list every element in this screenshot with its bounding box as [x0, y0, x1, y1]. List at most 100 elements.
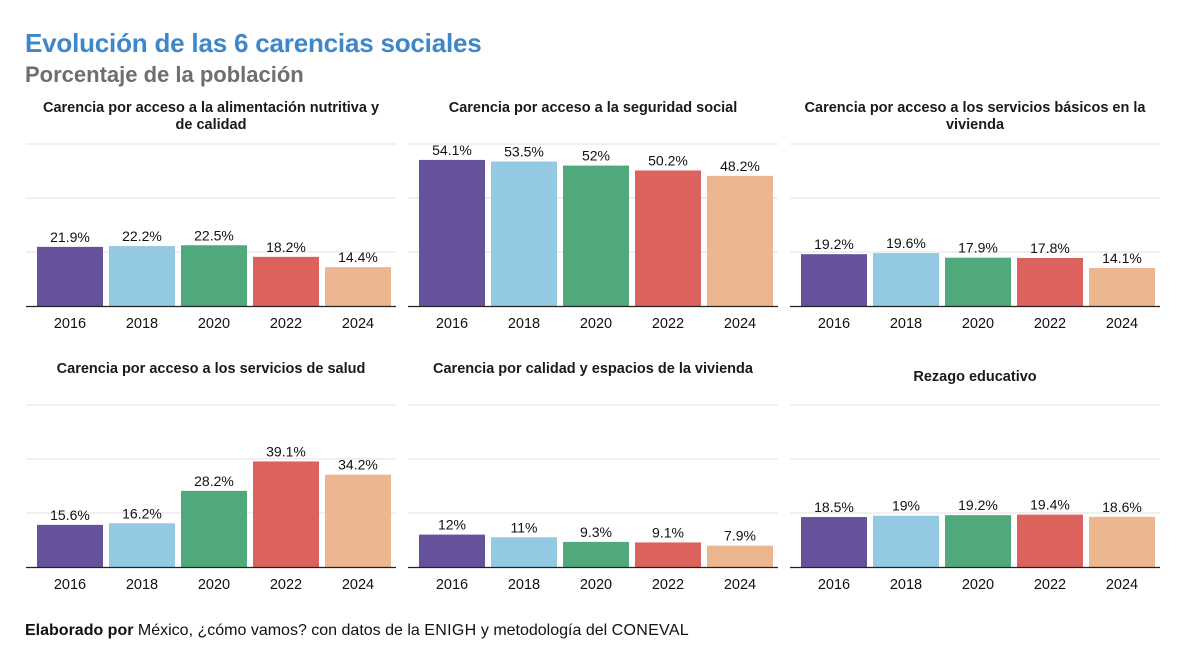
bar-2022 [635, 170, 701, 306]
data-label: 39.1% [266, 443, 306, 459]
bar-2020 [945, 257, 1011, 306]
footer-org: México, ¿cómo vamos? con datos de la [133, 622, 425, 639]
bar-2018 [491, 161, 557, 306]
x-tick-label: 2022 [652, 316, 684, 332]
panel-rezago-educativo: 18.5% 2016 19% 2018 19.2% 2020 19.4% 2022 18.6% 2… [790, 359, 1160, 609]
panel-title: Carencia por acceso a los servicios de s… [56, 361, 366, 377]
bar-2024 [1089, 267, 1155, 306]
data-label: 18.2% [266, 239, 306, 255]
bar-2016 [801, 254, 867, 306]
data-label: 50.2% [648, 152, 688, 168]
footer-credits: Elaborado por México, ¿cómo vamos? con d… [25, 622, 689, 640]
bar-2018 [873, 253, 939, 306]
panel-calidad-vivienda: 12% 2016 11% 2018 9.3% 2020 9.1% 2022 7.9% 2024 C… [408, 359, 778, 609]
x-tick-label: 2024 [342, 316, 374, 332]
panel-title: Rezago educativo [913, 369, 1037, 385]
bar-2022 [1017, 514, 1083, 567]
x-tick-label: 2016 [818, 577, 850, 593]
data-label: 34.2% [338, 457, 378, 473]
x-tick-label: 2016 [436, 316, 468, 332]
x-tick-label: 2016 [54, 577, 86, 593]
x-tick-label: 2022 [652, 577, 684, 593]
bar-chart-svg: 21.9% 2016 22.2% 2018 22.5% 2020 18.2% 2022 14.4… [26, 143, 396, 332]
bar-2020 [945, 515, 1011, 567]
bar-2016 [419, 159, 485, 306]
x-tick-label: 2024 [1106, 316, 1138, 332]
bar-2016 [801, 517, 867, 567]
data-label: 54.1% [432, 142, 472, 158]
data-label: 21.9% [50, 229, 90, 245]
x-tick-label: 2022 [1034, 577, 1066, 593]
x-tick-label: 2016 [54, 316, 86, 332]
data-label: 19.6% [886, 235, 926, 251]
panel-title: Carencia por acceso a la alimentación nu… [42, 100, 380, 133]
bar-2016 [37, 246, 103, 306]
x-tick-label: 2022 [270, 316, 302, 332]
data-label: 53.5% [504, 144, 544, 160]
data-label: 48.2% [720, 158, 760, 174]
data-label: 52% [582, 148, 610, 164]
x-tick-label: 2018 [890, 316, 922, 332]
x-tick-label: 2024 [1106, 577, 1138, 593]
x-tick-label: 2016 [818, 316, 850, 332]
data-label: 14.4% [338, 249, 378, 265]
bar-2016 [37, 524, 103, 567]
panel-servicios-salud: 15.6% 2016 16.2% 2018 28.2% 2020 39.1% 2022 34.2… [26, 359, 396, 609]
bar-2024 [707, 545, 773, 567]
x-tick-label: 2018 [508, 316, 540, 332]
bar-2018 [491, 537, 557, 567]
panel-title: Carencia por acceso a los servicios bási… [804, 100, 1146, 133]
x-tick-label: 2022 [270, 577, 302, 593]
x-tick-label: 2022 [1034, 316, 1066, 332]
panel-seguridad-social: 54.1% 2016 53.5% 2018 52% 2020 50.2% 2022 48.2% 2… [408, 98, 778, 348]
data-label: 19.4% [1030, 497, 1070, 513]
bar-2020 [563, 541, 629, 567]
bar-2024 [325, 267, 391, 306]
data-label: 16.2% [122, 505, 162, 521]
bar-2020 [181, 490, 247, 567]
bar-chart-svg: 54.1% 2016 53.5% 2018 52% 2020 50.2% 2022 48.2% 2… [408, 142, 778, 332]
x-tick-label: 2020 [198, 316, 230, 332]
panel-servicios-basicos: 19.2% 2016 19.6% 2018 17.9% 2020 17.8% 2022 14.1… [790, 98, 1160, 348]
x-tick-label: 2018 [126, 577, 158, 593]
data-label: 19.2% [958, 497, 998, 513]
data-label: 15.6% [50, 507, 90, 523]
x-tick-label: 2020 [198, 577, 230, 593]
data-label: 17.8% [1030, 240, 1070, 256]
data-label: 28.2% [194, 473, 234, 489]
x-tick-label: 2018 [508, 577, 540, 593]
x-tick-label: 2024 [724, 577, 756, 593]
x-tick-label: 2020 [962, 316, 994, 332]
data-label: 18.6% [1102, 499, 1142, 515]
bar-2016 [419, 534, 485, 567]
bar-2024 [325, 474, 391, 567]
bar-2022 [253, 461, 319, 567]
x-tick-label: 2018 [126, 316, 158, 332]
bar-2018 [109, 523, 175, 567]
chart-subtitle: Porcentaje de la población [25, 62, 304, 87]
x-tick-label: 2024 [724, 316, 756, 332]
x-tick-label: 2020 [580, 577, 612, 593]
panel-title: Carencia por calidad y espacios de la vi… [433, 361, 753, 377]
x-tick-label: 2018 [890, 577, 922, 593]
data-label: 7.9% [724, 528, 756, 544]
bar-2022 [1017, 257, 1083, 306]
data-label: 22.2% [122, 228, 162, 244]
x-tick-label: 2016 [436, 577, 468, 593]
data-label: 19% [892, 498, 920, 514]
bar-2024 [707, 175, 773, 306]
data-label: 9.3% [580, 524, 612, 540]
bar-2018 [109, 246, 175, 306]
bar-2022 [635, 542, 701, 567]
x-tick-label: 2020 [580, 316, 612, 332]
x-tick-label: 2024 [342, 577, 374, 593]
footer-prefix: Elaborado por [25, 622, 134, 639]
bar-chart-svg: 15.6% 2016 16.2% 2018 28.2% 2020 39.1% 2022 34.2… [26, 404, 396, 593]
data-label: 18.5% [814, 499, 854, 515]
data-label: 11% [511, 519, 538, 535]
data-label: 9.1% [652, 524, 684, 540]
data-label: 14.1% [1102, 250, 1142, 266]
bar-chart-svg: 12% 2016 11% 2018 9.3% 2020 9.1% 2022 7.9% 2024 [408, 404, 778, 593]
footer-middle: y metodología del [476, 622, 612, 639]
data-label: 12% [438, 517, 466, 533]
